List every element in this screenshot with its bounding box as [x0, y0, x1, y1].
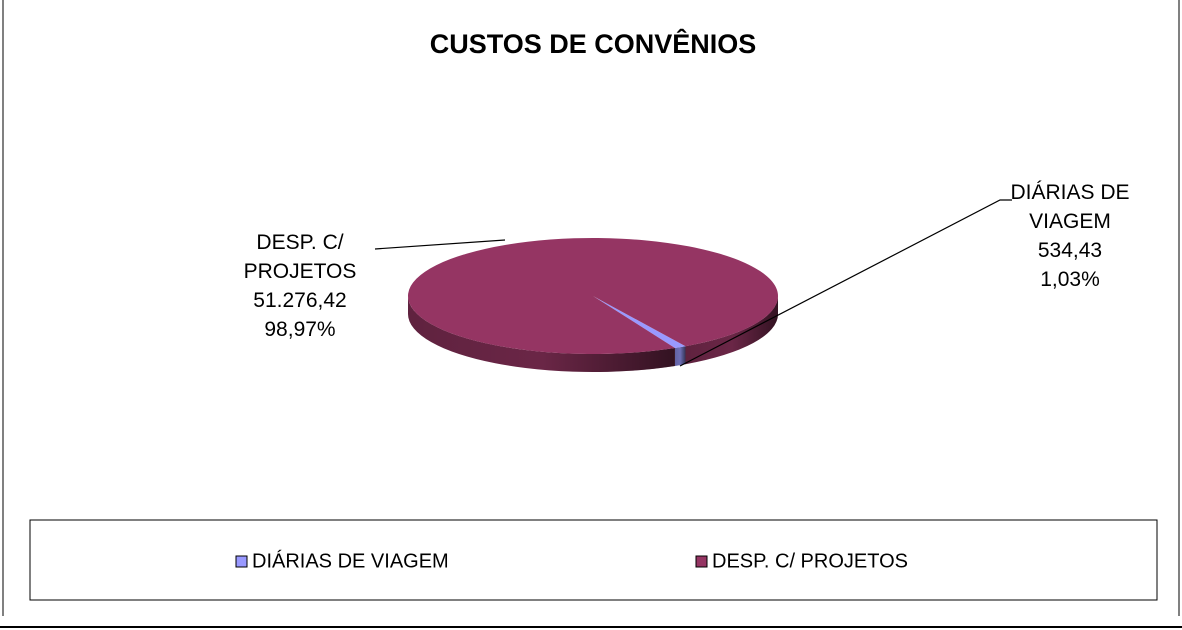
data-label-percent: 98,97% [264, 318, 336, 341]
data-label-percent: 1,03% [1040, 268, 1100, 291]
data-label-value: 534,43 [1037, 239, 1103, 262]
leader-line [374, 239, 506, 250]
leader-line [679, 199, 1012, 367]
pie-slice [593, 296, 686, 349]
data-label-value: 51.276,42 [253, 289, 347, 312]
legend-swatch [695, 555, 708, 568]
chart-title: CUSTOS DE CONVÊNIOS [430, 28, 757, 59]
data-label: DIÁRIAS DE VIAGEM 534,43 1,03% [985, 178, 1155, 294]
legend-swatch [235, 555, 248, 568]
legend-label: DESP. C/ PROJETOS [712, 550, 908, 572]
data-label-category: DESP. C/ PROJETOS [243, 231, 357, 283]
data-label-category: DIÁRIAS DE VIAGEM [1010, 181, 1130, 233]
pie-slice [407, 238, 778, 355]
pie-side-shade [685, 296, 778, 365]
pie-side-shade [408, 296, 675, 372]
data-label: DESP. C/ PROJETOS 51.276,42 98,97% [235, 228, 365, 344]
legend-label: DIÁRIAS DE VIAGEM [252, 549, 449, 572]
pie-side-shade [674, 346, 686, 367]
legend-box [29, 519, 1158, 601]
